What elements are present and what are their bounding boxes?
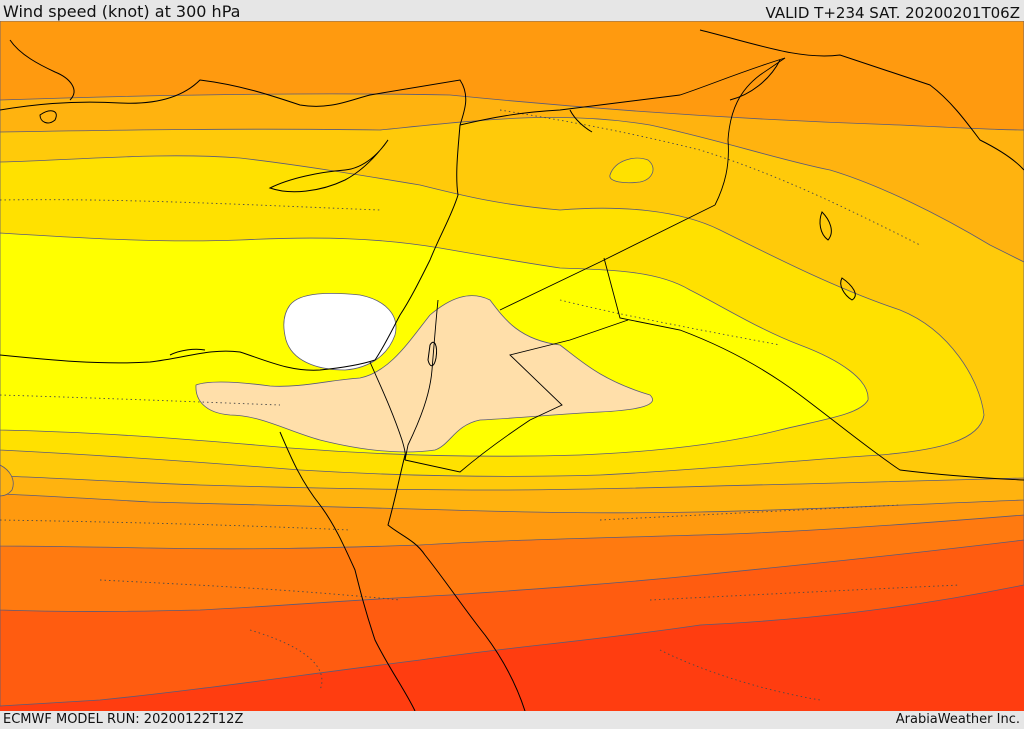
valid-time-label: VALID T+234 SAT. 20200201T06Z bbox=[765, 4, 1020, 22]
footer-bar: ECMWF MODEL RUN: 20200122T12Z ArabiaWeat… bbox=[0, 711, 1024, 729]
dotted-isotachs bbox=[0, 109, 961, 701]
band-min bbox=[283, 292, 397, 371]
coastlines bbox=[0, 29, 1024, 711]
wind-speed-map bbox=[0, 21, 1024, 711]
model-run-label: ECMWF MODEL RUN: 20200122T12Z bbox=[3, 712, 244, 727]
band-edge-patch bbox=[0, 464, 14, 497]
political-borders bbox=[369, 57, 1024, 481]
header-bar: Wind speed (knot) at 300 hPa VALID T+234… bbox=[0, 0, 1024, 22]
map-canvas bbox=[0, 21, 1024, 711]
chart-title: Wind speed (knot) at 300 hPa bbox=[3, 2, 241, 21]
band-gold-patch bbox=[609, 157, 654, 184]
band-pale bbox=[195, 295, 653, 453]
credit-label: ArabiaWeather Inc. bbox=[895, 712, 1020, 727]
